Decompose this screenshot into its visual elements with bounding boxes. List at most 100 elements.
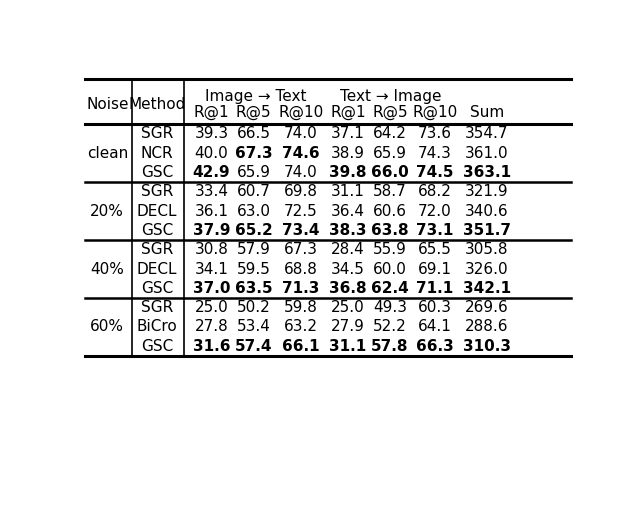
Text: NCR: NCR	[141, 146, 173, 161]
Text: 37.0: 37.0	[193, 281, 230, 296]
Text: 72.0: 72.0	[418, 204, 451, 218]
Text: 66.1: 66.1	[282, 339, 319, 354]
Text: 25.0: 25.0	[331, 300, 365, 315]
Text: 74.0: 74.0	[284, 165, 317, 180]
Text: 64.2: 64.2	[373, 126, 407, 141]
Text: Noise: Noise	[86, 97, 129, 112]
Text: 74.5: 74.5	[416, 165, 453, 180]
Text: 342.1: 342.1	[463, 281, 511, 296]
Text: 63.5: 63.5	[235, 281, 273, 296]
Text: 74.6: 74.6	[282, 146, 319, 161]
Text: 65.2: 65.2	[235, 223, 273, 238]
Text: 39.3: 39.3	[195, 126, 228, 141]
Text: 351.7: 351.7	[463, 223, 511, 238]
Text: 269.6: 269.6	[465, 300, 509, 315]
Text: 66.5: 66.5	[237, 126, 271, 141]
Text: 60.6: 60.6	[373, 204, 407, 218]
Text: R@1: R@1	[194, 105, 229, 120]
Text: R@10: R@10	[278, 105, 323, 120]
Text: 72.5: 72.5	[284, 204, 317, 218]
Text: DECL: DECL	[136, 204, 177, 218]
Text: GSC: GSC	[141, 281, 173, 296]
Text: 39.8: 39.8	[329, 165, 367, 180]
Text: 38.3: 38.3	[329, 223, 367, 238]
Text: 305.8: 305.8	[465, 242, 508, 257]
Text: 69.8: 69.8	[284, 184, 317, 199]
Text: 57.8: 57.8	[371, 339, 409, 354]
Text: 38.9: 38.9	[331, 146, 365, 161]
Text: 52.2: 52.2	[373, 320, 407, 334]
Text: 31.1: 31.1	[329, 339, 367, 354]
Text: 361.0: 361.0	[465, 146, 509, 161]
Text: 71.3: 71.3	[282, 281, 319, 296]
Text: 74.0: 74.0	[284, 126, 317, 141]
Text: 60.0: 60.0	[373, 262, 407, 276]
Text: R@1: R@1	[330, 105, 365, 120]
Text: 33.4: 33.4	[195, 184, 228, 199]
Text: 58.7: 58.7	[373, 184, 407, 199]
Text: 67.3: 67.3	[235, 146, 273, 161]
Text: clean: clean	[86, 146, 128, 161]
Text: R@5: R@5	[372, 105, 408, 120]
Text: 55.9: 55.9	[373, 242, 407, 257]
Text: 40%: 40%	[90, 262, 124, 276]
Text: 288.6: 288.6	[465, 320, 508, 334]
Text: 63.2: 63.2	[284, 320, 317, 334]
Text: 57.9: 57.9	[237, 242, 271, 257]
Text: 30.8: 30.8	[195, 242, 228, 257]
Text: R@5: R@5	[236, 105, 271, 120]
Text: Method: Method	[128, 97, 186, 112]
Text: 74.3: 74.3	[418, 146, 452, 161]
Text: 65.9: 65.9	[373, 146, 407, 161]
Text: 27.9: 27.9	[331, 320, 365, 334]
Text: 20%: 20%	[90, 204, 124, 218]
Text: SGR: SGR	[141, 184, 173, 199]
Text: 68.8: 68.8	[284, 262, 317, 276]
Text: GSC: GSC	[141, 223, 173, 238]
Text: 71.1: 71.1	[416, 281, 453, 296]
Text: 36.8: 36.8	[329, 281, 367, 296]
Text: 49.3: 49.3	[373, 300, 407, 315]
Text: 310.3: 310.3	[463, 339, 511, 354]
Text: 73.4: 73.4	[282, 223, 319, 238]
Text: 60%: 60%	[90, 320, 124, 334]
Text: Text → Image: Text → Image	[340, 89, 442, 104]
Text: 40.0: 40.0	[195, 146, 228, 161]
Text: 31.1: 31.1	[331, 184, 365, 199]
Text: 34.1: 34.1	[195, 262, 228, 276]
Text: SGR: SGR	[141, 126, 173, 141]
Text: 66.3: 66.3	[416, 339, 454, 354]
Text: 73.1: 73.1	[416, 223, 453, 238]
Text: 62.4: 62.4	[371, 281, 409, 296]
Text: DECL: DECL	[136, 262, 177, 276]
Text: 363.1: 363.1	[463, 165, 511, 180]
Text: 65.9: 65.9	[237, 165, 271, 180]
Text: 67.3: 67.3	[284, 242, 317, 257]
Text: 59.8: 59.8	[284, 300, 317, 315]
Text: 63.0: 63.0	[237, 204, 271, 218]
Text: 50.2: 50.2	[237, 300, 271, 315]
Text: SGR: SGR	[141, 300, 173, 315]
Text: 27.8: 27.8	[195, 320, 228, 334]
Text: 31.6: 31.6	[193, 339, 230, 354]
Text: R@10: R@10	[412, 105, 457, 120]
Text: 60.3: 60.3	[418, 300, 452, 315]
Text: 36.4: 36.4	[331, 204, 365, 218]
Text: 65.5: 65.5	[418, 242, 452, 257]
Text: 73.6: 73.6	[418, 126, 452, 141]
Text: Sum: Sum	[470, 105, 504, 120]
Text: 37.9: 37.9	[193, 223, 230, 238]
Text: 59.5: 59.5	[237, 262, 271, 276]
Text: GSC: GSC	[141, 165, 173, 180]
Text: 34.5: 34.5	[331, 262, 365, 276]
Text: 340.6: 340.6	[465, 204, 509, 218]
Text: 321.9: 321.9	[465, 184, 509, 199]
Text: 53.4: 53.4	[237, 320, 271, 334]
Text: 69.1: 69.1	[418, 262, 452, 276]
Text: 64.1: 64.1	[418, 320, 452, 334]
Text: 68.2: 68.2	[418, 184, 452, 199]
Text: 37.1: 37.1	[331, 126, 365, 141]
Text: BiCro: BiCro	[136, 320, 177, 334]
Text: 354.7: 354.7	[465, 126, 508, 141]
Text: GSC: GSC	[141, 339, 173, 354]
